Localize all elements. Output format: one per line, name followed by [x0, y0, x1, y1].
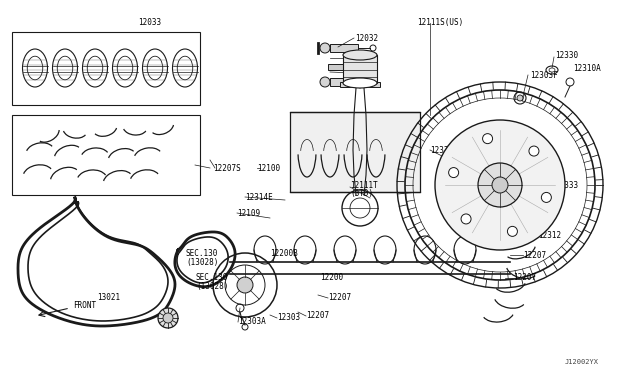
Text: 12207: 12207 [523, 250, 546, 260]
Text: 12032: 12032 [355, 33, 378, 42]
Text: 12207S: 12207S [213, 164, 241, 173]
Circle shape [483, 134, 493, 144]
Text: 12111S(US): 12111S(US) [417, 17, 463, 26]
Circle shape [320, 43, 330, 53]
Text: 12111T: 12111T [350, 180, 378, 189]
Text: SEC.130: SEC.130 [186, 248, 218, 257]
Text: 12100: 12100 [257, 164, 280, 173]
Circle shape [158, 308, 178, 328]
Text: 12033: 12033 [138, 17, 161, 26]
Text: 12330: 12330 [555, 51, 578, 60]
Text: 12333: 12333 [555, 180, 578, 189]
Circle shape [492, 177, 508, 193]
Circle shape [529, 146, 539, 156]
Text: (STD): (STD) [350, 189, 373, 198]
Bar [12, 32, 200, 105]
Text: 12010: 12010 [355, 54, 378, 62]
Text: 12109: 12109 [237, 208, 260, 218]
Text: FRONT: FRONT [73, 301, 96, 311]
Text: 12207: 12207 [306, 311, 329, 321]
Circle shape [435, 120, 565, 250]
Text: (13028): (13028) [186, 257, 218, 266]
Circle shape [517, 95, 523, 101]
Bar [343, 55, 377, 83]
Text: 12200B: 12200B [270, 248, 298, 257]
Circle shape [461, 214, 471, 224]
Text: 12207: 12207 [513, 273, 536, 282]
Ellipse shape [343, 50, 377, 60]
Bar [12, 115, 200, 195]
Circle shape [508, 227, 517, 236]
Text: 12207: 12207 [328, 294, 351, 302]
Circle shape [237, 277, 253, 293]
Text: 12303: 12303 [277, 314, 300, 323]
Text: (13028): (13028) [196, 282, 228, 291]
Bar [340, 82, 380, 87]
Text: 12314E: 12314E [245, 192, 273, 202]
Text: 12200: 12200 [320, 273, 343, 282]
Text: J12002YX: J12002YX [565, 359, 599, 365]
Circle shape [163, 313, 173, 323]
Circle shape [478, 163, 522, 207]
Circle shape [449, 167, 459, 177]
Bar [330, 78, 358, 86]
Ellipse shape [343, 78, 377, 88]
Text: 12032: 12032 [355, 68, 378, 77]
Circle shape [320, 77, 330, 87]
Ellipse shape [549, 68, 555, 72]
Circle shape [541, 192, 552, 202]
Text: 12310A: 12310A [573, 64, 601, 73]
Bar [290, 112, 420, 192]
Text: 12303A: 12303A [238, 317, 266, 327]
Circle shape [357, 82, 363, 88]
Text: 12331: 12331 [430, 145, 453, 154]
Text: SEC.130: SEC.130 [196, 273, 228, 282]
Text: 12303F: 12303F [530, 71, 557, 80]
Bar [330, 44, 358, 52]
Text: 13021: 13021 [97, 294, 120, 302]
Bar [328, 64, 363, 70]
Text: 12312: 12312 [538, 231, 561, 240]
